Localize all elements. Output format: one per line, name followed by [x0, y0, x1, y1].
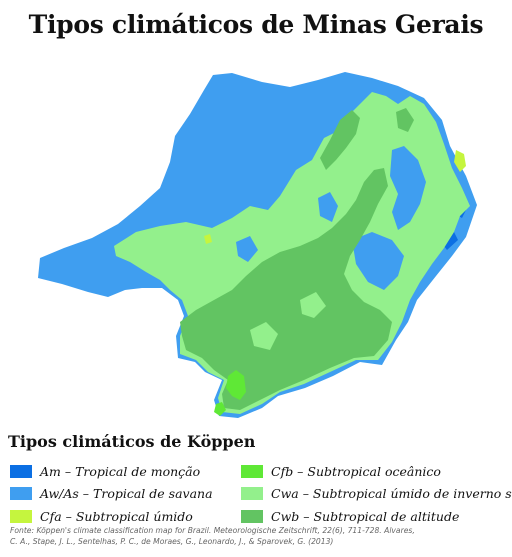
region-aw-inner-4 [236, 236, 258, 262]
source-line-1: Fonte: Köppen's climate classification m… [10, 526, 415, 535]
region-cfb-small [214, 402, 226, 416]
legend-swatch-aw-as [10, 487, 32, 501]
region-cwa-island-1 [250, 322, 278, 350]
legend-swatch-cwa [241, 487, 263, 501]
legend-item-cwa: Cwa – Subtropical úmido de inverno seco [241, 483, 512, 506]
region-aw-inner-1 [390, 146, 426, 230]
legend-item-cfb: Cfb – Subtropical oceânico [241, 460, 512, 483]
legend-swatch-cfb [241, 464, 263, 478]
legend-label-cfa: Cfa – Subtropical úmido [40, 508, 193, 524]
legend-swatch-cfa [10, 509, 32, 523]
legend-column-left: Am – Tropical de monção Aw/As – Tropical… [10, 460, 213, 528]
region-cfb-main [226, 370, 246, 400]
region-aw-inner-2 [318, 192, 338, 222]
legend-swatch-cwb [241, 509, 263, 523]
climate-map [0, 55, 512, 435]
legend-label-cfb: Cfb – Subtropical oceânico [271, 463, 441, 479]
region-cwa-island-2 [300, 292, 326, 318]
minas-gerais-map-svg [38, 72, 477, 418]
legend-label-am: Am – Tropical de monção [40, 463, 201, 479]
source-citation: Fonte: Köppen's climate classification m… [10, 525, 506, 547]
legend-column-right: Cfb – Subtropical oceânico Cwa – Subtrop… [241, 460, 512, 528]
region-cwb [180, 168, 392, 410]
legend-label-cwb: Cwb – Subtropical de altitude [271, 508, 460, 524]
legend-swatch-am [10, 464, 32, 478]
legend-label-aw-as: Aw/As – Tropical de savana [40, 486, 213, 502]
legend-item-cfa: Cfa – Subtropical úmido [10, 505, 213, 528]
legend-item-aw-as: Aw/As – Tropical de savana [10, 483, 213, 506]
region-cfa-1 [454, 150, 466, 172]
legend-label-cwa: Cwa – Subtropical úmido de inverno seco [271, 486, 512, 502]
region-cwb-east [396, 108, 414, 132]
source-line-2: C. A., Stape, J. L., Sentelhas, P. C., d… [10, 537, 334, 546]
region-cwb-north [320, 110, 360, 170]
region-cfa-2 [204, 234, 212, 244]
region-aw-inner-3 [352, 232, 404, 290]
legend-title: Tipos climáticos de Köppen [8, 432, 256, 451]
legend-item-am: Am – Tropical de monção [10, 460, 213, 483]
map-title: Tipos climáticos de Minas Gerais [28, 10, 484, 39]
legend-item-cwb: Cwb – Subtropical de altitude [241, 505, 512, 528]
